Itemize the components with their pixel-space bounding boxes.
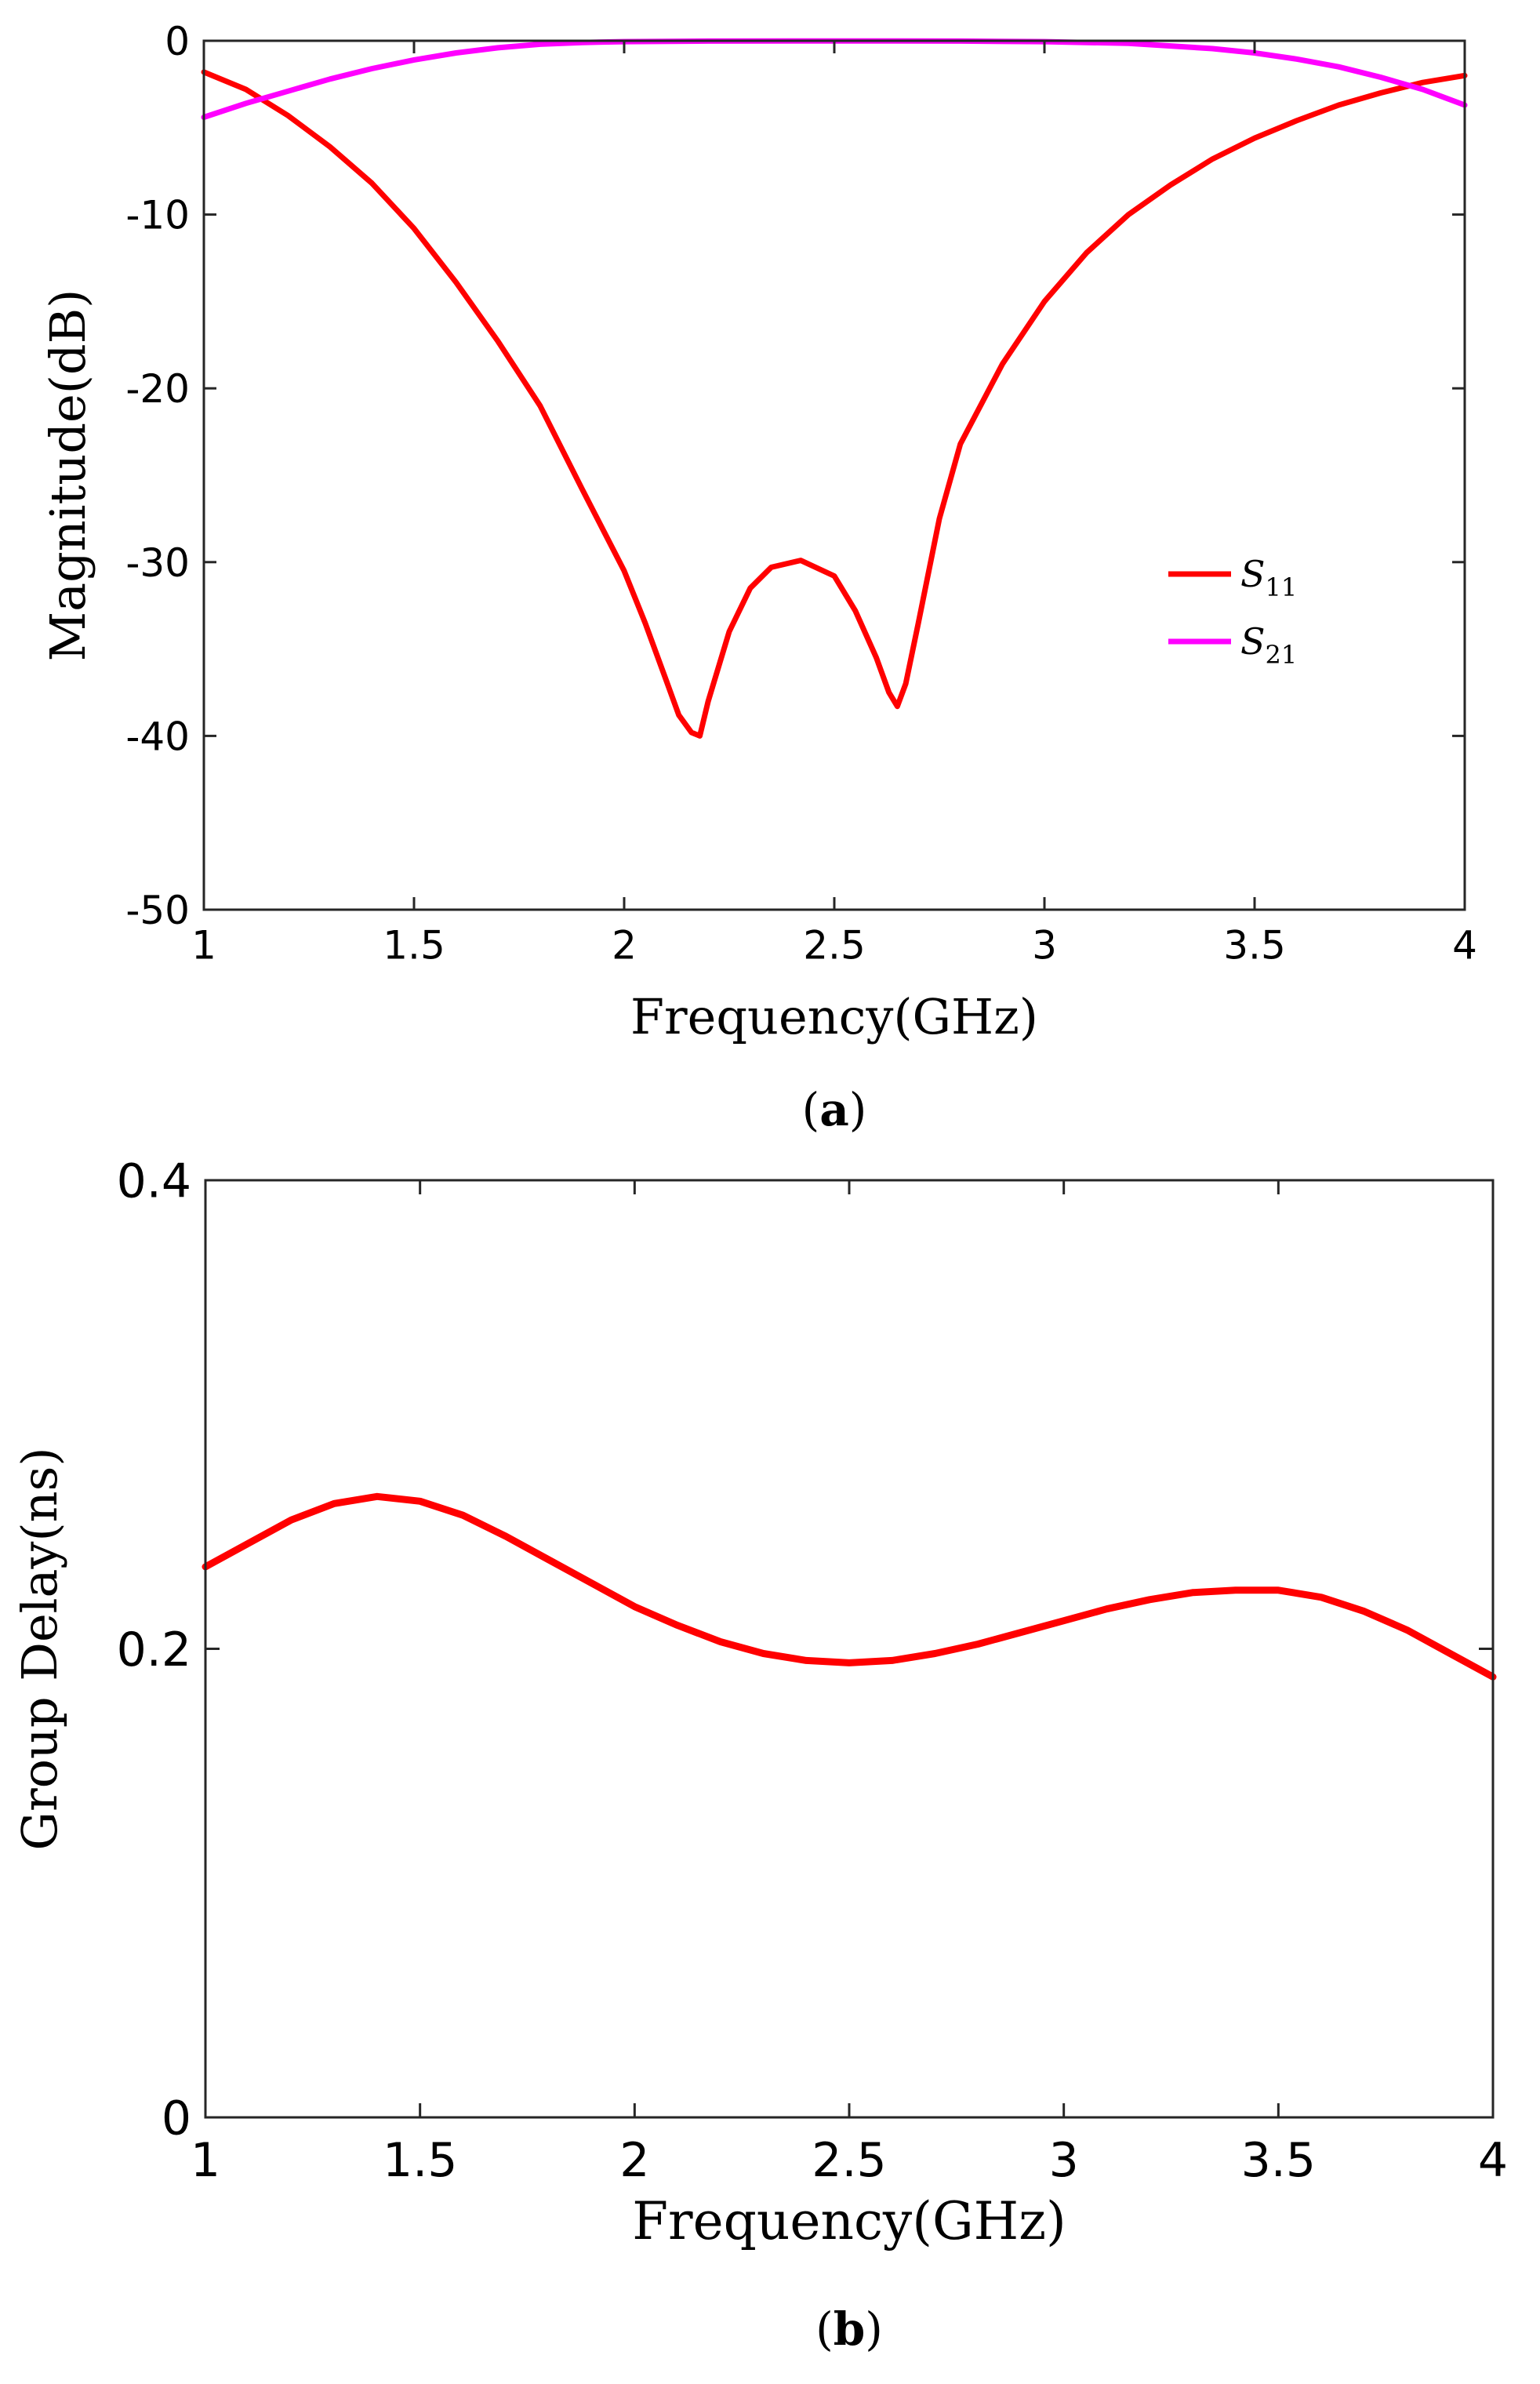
panel-a-x-axis-label: Frequency(GHz) <box>630 988 1038 1045</box>
panel-b-y-tick-label: 0.2 <box>117 1623 191 1677</box>
legend-label-subscript: 11 <box>1266 572 1298 602</box>
panel-a-caption-letter: a <box>819 1083 849 1136</box>
panel-a-y-tick-label: 0 <box>165 19 190 64</box>
panel-b-x-tick-label: 1.5 <box>383 2133 457 2188</box>
panel-a-x-tick-label: 2 <box>612 923 637 968</box>
panel-b-series-group-delay-line <box>202 1492 1497 1681</box>
panel-b-caption-letter: b <box>834 2302 866 2356</box>
panel-a-y-tick-label: -10 <box>125 193 190 238</box>
legend-label-s11: S11 <box>1240 553 1297 602</box>
legend-label-subscript: 21 <box>1266 640 1298 670</box>
panel-a-series-lines <box>201 38 1468 739</box>
panel-b-x-tick-label: 3 <box>1049 2133 1079 2188</box>
panel-a-y-tick-label: -30 <box>125 540 190 586</box>
panel-b: 1 1.5 2 2.5 3 3.5 4 0 0.2 0.4 Frequency(GHz) Grou… <box>11 1154 1508 2356</box>
panel-b-x-tick-label: 4 <box>1478 2133 1508 2188</box>
panel-a-caption: (a) <box>802 1083 867 1136</box>
panel-a: 1 1.5 2 2.5 3 3.5 4 0 -10 -20 -30 -40 -50 Frequency(… <box>39 19 1477 1136</box>
panel-b-caption: (b) <box>815 2302 883 2356</box>
panel-b-x-tick-label: 1 <box>191 2133 220 2188</box>
panel-a-x-tick-label: 4 <box>1452 923 1477 968</box>
panel-a-x-tick-label: 2.5 <box>803 923 866 968</box>
panel-a-series-s11-line <box>201 69 1468 739</box>
legend-label-s21: S21 <box>1240 620 1297 670</box>
panel-a-x-tick-label: 3 <box>1032 923 1057 968</box>
panel-b-y-tick-label: 0.4 <box>117 1154 191 1209</box>
panel-b-x-tick-label: 2.5 <box>812 2133 886 2188</box>
panel-b-x-tick-label: 3.5 <box>1241 2133 1316 2188</box>
panel-a-x-tick-label: 1.5 <box>383 923 445 968</box>
panel-a-y-axis-label: Magnitude(dB) <box>39 289 96 662</box>
panel-a-y-tick-label: -40 <box>125 714 190 759</box>
panel-b-plot-frame <box>204 1179 1495 2119</box>
panel-a-ticks: 1 1.5 2 2.5 3 3.5 4 0 -10 -20 -30 -40 -50 <box>125 19 1477 968</box>
panel-a-plot-frame <box>202 39 1466 911</box>
panel-b-y-tick-label: 0 <box>162 2091 191 2146</box>
panel-b-x-tick-label: 2 <box>619 2133 649 2188</box>
panel-b-x-axis-label: Frequency(GHz) <box>632 2191 1066 2251</box>
panel-a-x-tick-label: 3.5 <box>1223 923 1286 968</box>
panel-b-series-lines <box>202 1492 1497 1681</box>
panel-b-ticks: 1 1.5 2 2.5 3 3.5 4 0 0.2 0.4 <box>117 1154 1509 2188</box>
panel-a-x-tick-label: 1 <box>191 923 216 968</box>
panel-b-y-axis-label: Group Delay(ns) <box>11 1447 68 1850</box>
panel-a-y-tick-label: -20 <box>125 366 190 412</box>
panel-a-y-tick-label: -50 <box>125 888 190 933</box>
panel-a-legend: S11 S21 <box>1168 553 1297 670</box>
